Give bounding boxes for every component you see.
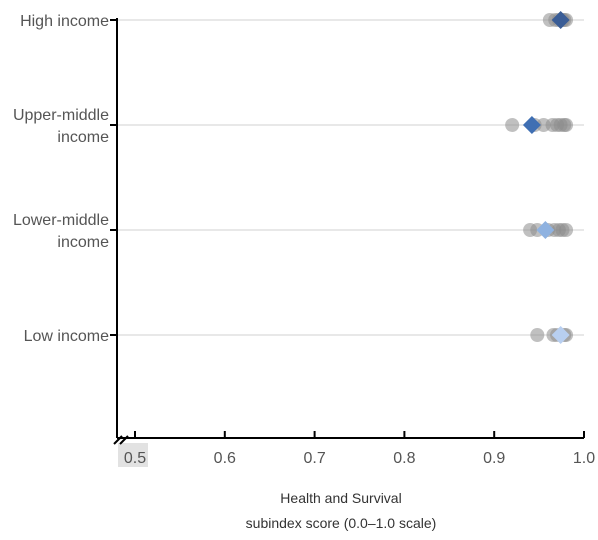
grid-lines: [110, 19, 584, 336]
group-average-marker: [551, 326, 570, 344]
country-score-point: [559, 118, 574, 132]
category-label: Low income: [24, 328, 109, 345]
axes: [113, 18, 584, 467]
group-average-marker: [522, 116, 541, 134]
x-axis-ticks: 0.5 0.6 0.7 0.8 0.9 1.0: [124, 431, 595, 467]
category-label: income: [57, 234, 109, 251]
x-axis-title-line-1: Health and Survival: [280, 490, 401, 506]
country-score-point: [505, 118, 520, 132]
x-tick-label: 0.9: [483, 450, 505, 467]
axis-break-icon: [113, 435, 129, 445]
x-tick-label: 0.7: [303, 450, 325, 467]
x-tick-label: 0.6: [214, 450, 236, 467]
country-score-point: [559, 223, 574, 237]
x-tick-label: 1.0: [573, 450, 595, 467]
x-tick-label: 0.5: [124, 450, 146, 467]
x-axis-title-line-2: subindex score (0.0–1.0 scale): [246, 515, 437, 531]
category-label: income: [57, 129, 109, 146]
x-origin-highlight: [118, 443, 148, 467]
category-labels: High income Upper-middle income Lower-middl…: [13, 13, 109, 345]
country-score-point: [530, 328, 545, 342]
category-label: High income: [20, 13, 109, 30]
category-label: Lower-middle: [13, 212, 109, 229]
x-tick-label: 0.8: [393, 450, 415, 467]
group-average-marker: [536, 221, 555, 239]
group-average-marker: [551, 11, 570, 29]
data-points: [505, 11, 574, 344]
category-label: Upper-middle: [13, 107, 109, 124]
